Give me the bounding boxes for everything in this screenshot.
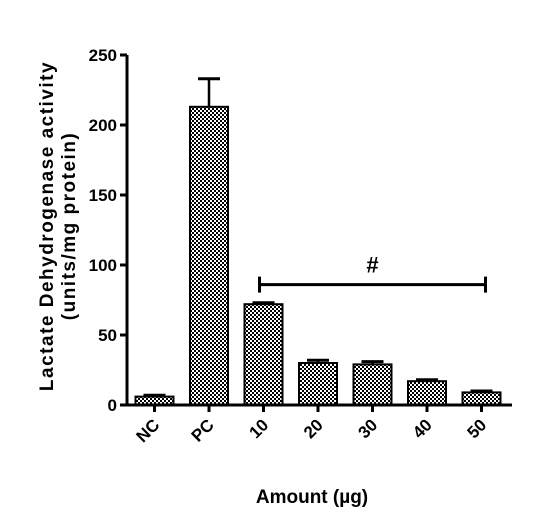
y-tick-label: 100 — [89, 256, 117, 275]
x-tick-label: PC — [188, 415, 218, 445]
x-tick-label: 10 — [246, 415, 273, 442]
x-ticks-group: NC PC 10 20 30 40 50 — [133, 405, 491, 446]
x-tick-label: 50 — [464, 415, 491, 442]
y-tick-label: 150 — [89, 186, 117, 205]
error-bars-group — [143, 77, 493, 397]
x-tick-label: 40 — [409, 415, 436, 442]
y-tick-label: 250 — [89, 46, 117, 65]
bar — [407, 380, 447, 407]
x-tick-label: NC — [133, 415, 164, 446]
x-tick-label: 30 — [355, 415, 382, 442]
x-axis-label: Amount (µg) — [256, 487, 368, 508]
y-tick-label: 0 — [108, 396, 117, 415]
y-axis-label-line1: Lactate Dehydrogenase activity — [37, 61, 58, 391]
y-tick-label: 200 — [89, 116, 117, 135]
bar — [461, 391, 502, 406]
y-tick-label: 50 — [98, 326, 117, 345]
bar — [243, 303, 284, 407]
bar — [189, 105, 229, 407]
y-ticks-group: 0 50 100 150 200 250 — [89, 46, 127, 415]
x-tick-label: 20 — [300, 415, 327, 442]
y-axis-label-line2: (units/mg protein) — [59, 132, 80, 320]
bar — [298, 362, 338, 406]
bars-group — [134, 105, 502, 407]
annotations-group: # — [258, 253, 487, 293]
significance-marker: # — [366, 253, 378, 278]
bar — [352, 363, 393, 406]
